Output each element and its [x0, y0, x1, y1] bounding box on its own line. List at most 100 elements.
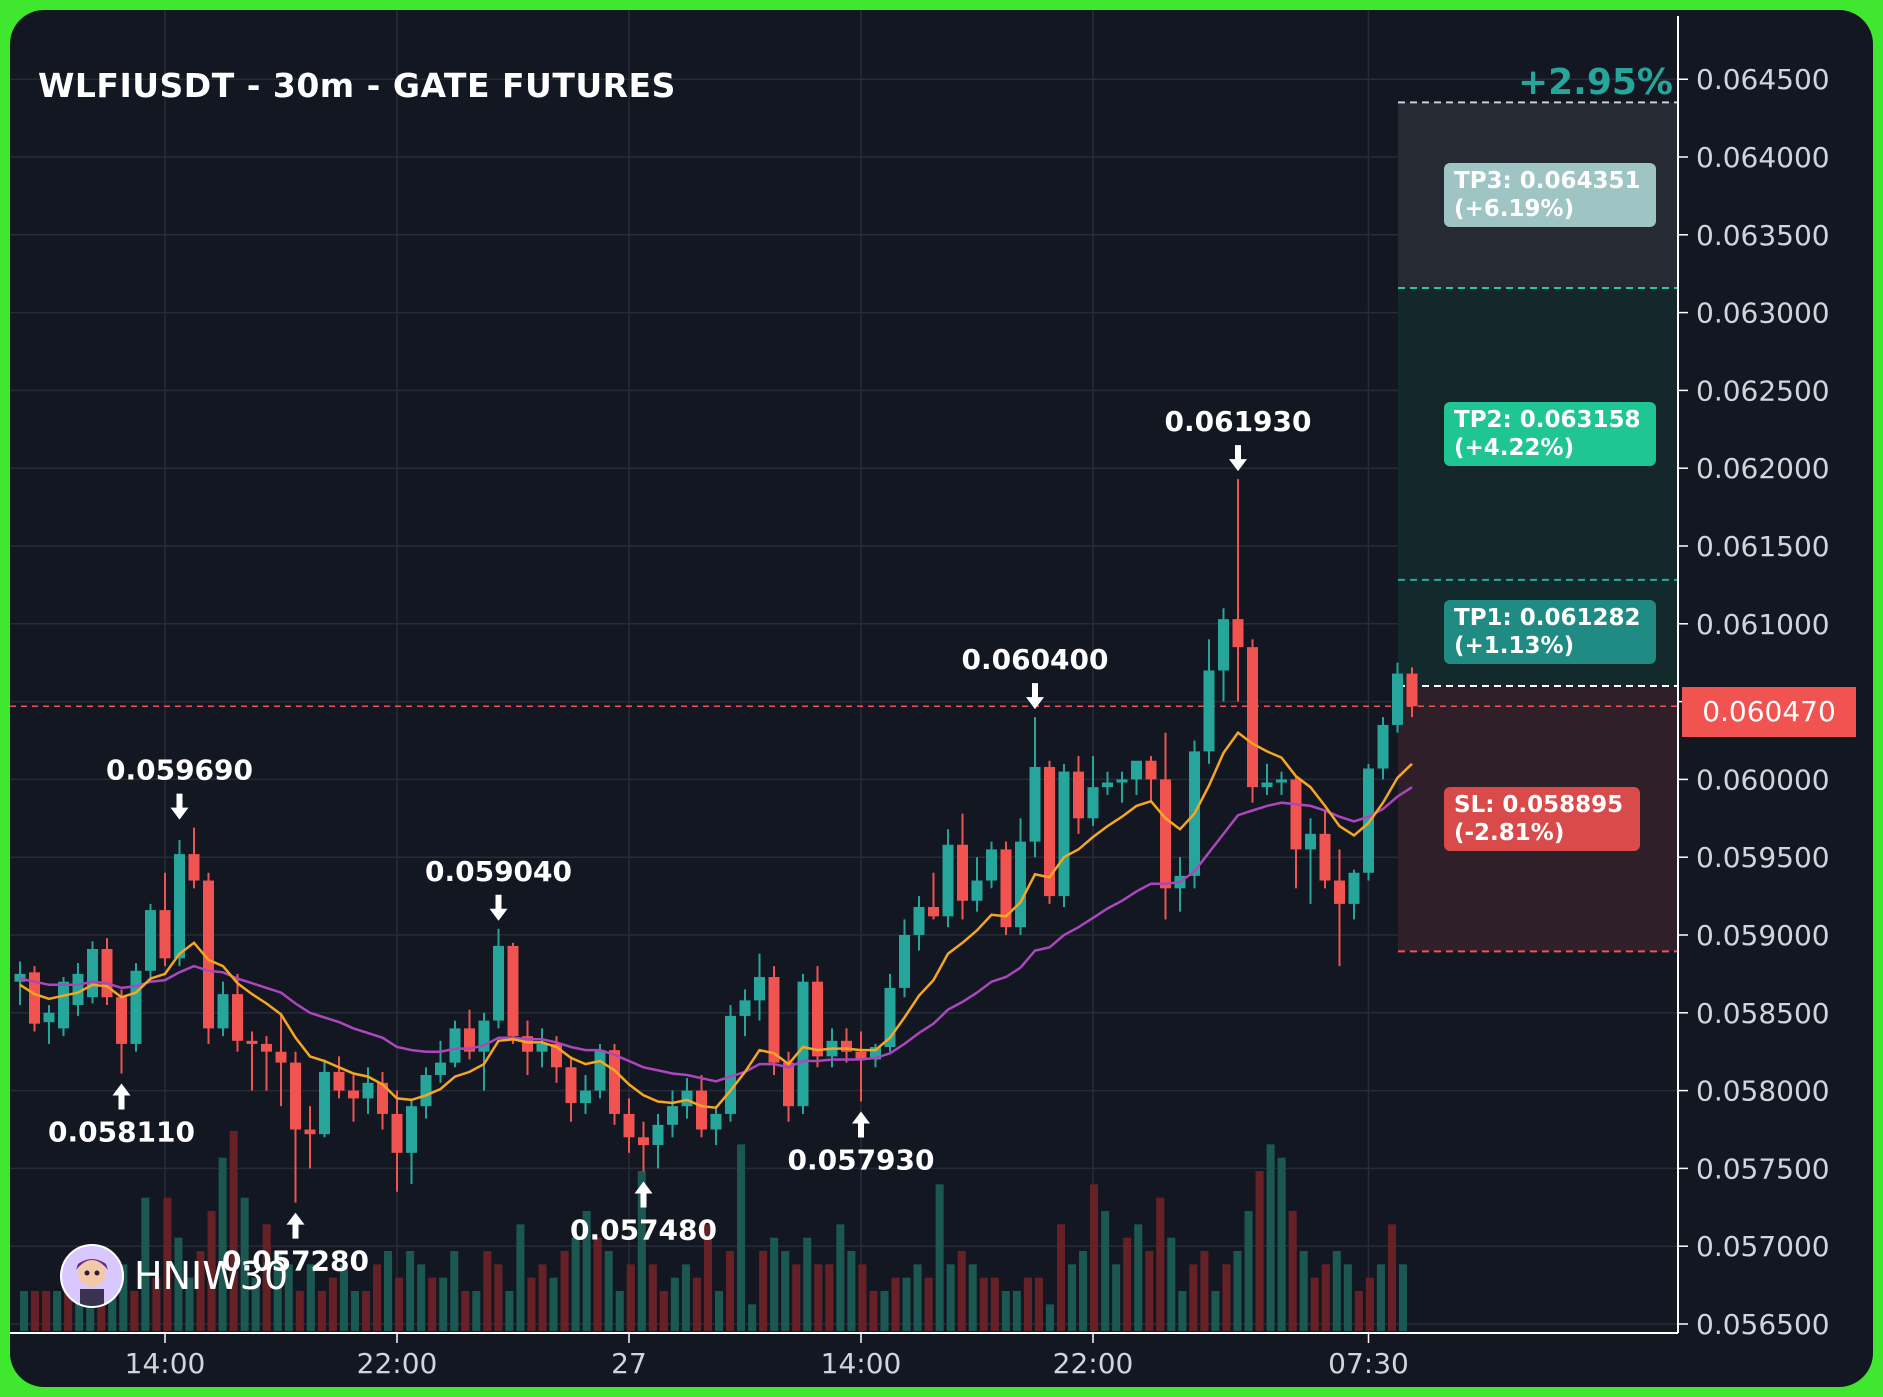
y-tick-label: 0.062500 — [1696, 374, 1830, 407]
arrow-down-icon — [1229, 445, 1247, 472]
annotation-high: 0.061930 — [1164, 405, 1312, 472]
avatar — [60, 1244, 124, 1308]
candle-body — [957, 844, 968, 901]
volume-bar — [836, 1224, 845, 1331]
annotation-label: 0.059690 — [106, 754, 253, 787]
candle-body — [14, 973, 26, 982]
volume-bar — [306, 1264, 315, 1331]
volume-bar — [1376, 1264, 1385, 1331]
candle-body — [72, 973, 84, 1006]
candle-body — [536, 1043, 548, 1052]
volume-bar — [1233, 1251, 1242, 1331]
volume-bar — [196, 1251, 205, 1331]
volume-bar — [1045, 1304, 1054, 1331]
volume-bar — [847, 1251, 856, 1331]
candle-body — [1290, 779, 1302, 850]
candle-body — [275, 1051, 287, 1063]
y-tick-label: 0.061000 — [1696, 608, 1830, 641]
candle-body — [899, 935, 910, 988]
moving-averages — [19, 730, 1413, 1110]
candle-body — [1073, 771, 1084, 819]
candle-body — [841, 1040, 852, 1052]
volume-bar — [1156, 1197, 1165, 1331]
volume-bar — [560, 1251, 569, 1331]
candle-body — [1116, 779, 1128, 783]
y-tick-label: 0.057000 — [1696, 1230, 1830, 1263]
volume-bar — [637, 1171, 646, 1331]
candle-body — [174, 854, 185, 959]
candle-body — [101, 949, 113, 998]
volume-bar — [1365, 1277, 1374, 1331]
volume-bar — [97, 1291, 106, 1331]
annotation-low: 0.057280 — [222, 1212, 369, 1278]
volume-bar — [384, 1251, 393, 1331]
volume-bar — [1321, 1264, 1330, 1331]
price-annotations: 0.059690 0.058110 0.057280 0.059040 0.057480… — [48, 405, 1312, 1278]
annotation-high: 0.060400 — [961, 643, 1109, 710]
axes: 0.064500 0.064000 0.063500 0.063000 0.062500… — [10, 16, 1830, 1380]
annotation-label: 0.059040 — [425, 855, 572, 888]
volume-bar — [549, 1277, 558, 1331]
tp2-label: TP2: 0.063158 (+4.22%) — [1444, 402, 1656, 466]
candle-body — [870, 1047, 881, 1060]
volume-bar — [1299, 1251, 1308, 1331]
candles — [14, 479, 1418, 1203]
volume-bar — [395, 1277, 404, 1331]
volume-bar — [284, 1264, 293, 1331]
y-tick-label: 0.064500 — [1696, 63, 1830, 96]
volume-bar — [295, 1291, 304, 1331]
candle-body — [551, 1043, 562, 1068]
volume-bar — [185, 1277, 194, 1331]
volume-bar — [339, 1264, 348, 1331]
volume-bar — [781, 1251, 790, 1331]
volume-bar — [1310, 1277, 1319, 1331]
volume-bar — [990, 1277, 999, 1331]
volume-bar — [979, 1277, 988, 1331]
volume-bar — [163, 1197, 172, 1331]
volume-bar — [703, 1224, 712, 1331]
trade-zones — [10, 101, 1678, 953]
volume-bar — [593, 1237, 602, 1331]
tp1-price: TP1: 0.061282 — [1454, 605, 1641, 631]
candle-body — [1131, 760, 1142, 780]
brand-name: HNIW30 — [134, 1254, 289, 1298]
y-tick-label: 0.058500 — [1696, 997, 1830, 1030]
annotation-label: 0.058110 — [48, 1115, 195, 1148]
candle-body — [232, 994, 243, 1041]
candle-body — [623, 1113, 635, 1138]
volume-bar — [759, 1251, 768, 1331]
candle-body — [478, 1020, 490, 1052]
volume-bar — [1012, 1291, 1021, 1331]
candle-body — [1160, 779, 1171, 889]
candle-body — [1392, 673, 1403, 725]
avatar-icon — [62, 1246, 122, 1306]
candle-body — [493, 945, 504, 1021]
candle-body — [652, 1124, 664, 1146]
y-tick-label: 0.064000 — [1696, 141, 1830, 174]
volume-bar — [64, 1277, 73, 1331]
annotation-high: 0.059690 — [106, 754, 253, 820]
arrow-up-icon — [852, 1111, 870, 1138]
tp2-price: TP2: 0.063158 — [1454, 407, 1641, 433]
y-tick-label: 0.061500 — [1696, 530, 1830, 563]
volume-bar — [1123, 1237, 1132, 1331]
candle-body — [246, 1040, 258, 1044]
volume-bar — [1068, 1264, 1077, 1331]
volume-bar — [1211, 1291, 1220, 1331]
candle-body — [261, 1043, 272, 1052]
candle-body — [507, 945, 519, 1037]
volume-bar — [461, 1291, 470, 1331]
candle-body — [768, 977, 780, 1063]
volume-bar — [670, 1277, 679, 1331]
change-percent: +2.95% — [1517, 62, 1673, 103]
candle-body — [406, 1106, 417, 1153]
candle-body — [1247, 647, 1258, 788]
ema-fast-line — [19, 730, 1413, 1110]
volume-bar — [373, 1264, 382, 1331]
tp2-percent: (+4.22%) — [1454, 435, 1575, 461]
volume-bar — [1200, 1251, 1209, 1331]
candle-body — [739, 1000, 751, 1016]
arrow-down-icon — [1026, 683, 1044, 710]
volume-bar — [527, 1277, 536, 1331]
volume-bar — [1134, 1224, 1143, 1331]
